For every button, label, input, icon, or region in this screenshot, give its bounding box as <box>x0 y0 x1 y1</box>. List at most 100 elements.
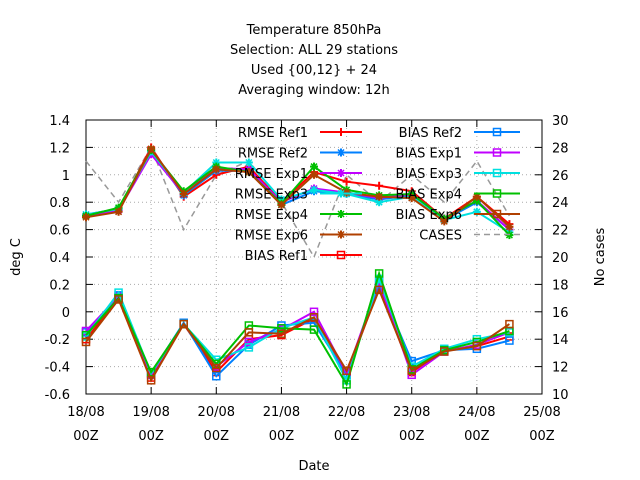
x-tick-label-time: 00Z <box>334 429 360 444</box>
series-bias-exp6 <box>81 285 514 385</box>
data-point <box>82 213 90 222</box>
data-point <box>212 165 221 174</box>
x-tick-label-time: 00Z <box>529 429 555 444</box>
chart-title-line-4: Averaging window: 12h <box>238 83 390 98</box>
data-point <box>309 325 319 334</box>
x-tick-label-time: 00Z <box>138 429 164 444</box>
series-rmse-exp6 <box>82 144 514 231</box>
legend-item-bias-ref2: BIAS Ref2 <box>399 126 520 141</box>
y2-tick-label: 26 <box>552 169 569 184</box>
data-point <box>310 185 318 194</box>
chart-title-line-3: Used {00,12} + 24 <box>251 63 377 78</box>
data-point <box>337 169 345 177</box>
y2-tick-label: 16 <box>552 306 569 321</box>
series-line-rmse-exp6 <box>85 146 511 228</box>
data-point <box>309 307 319 317</box>
legend-item-bias-exp3: BIAS Exp3 <box>396 167 520 182</box>
legend-item-rmse-ref2: RMSE Ref2 <box>238 147 362 162</box>
y2-tick-label: 22 <box>552 224 569 239</box>
data-point <box>244 343 254 352</box>
data-point <box>374 285 384 295</box>
y2-axis-label: No cases <box>593 228 608 287</box>
data-point <box>374 269 384 278</box>
data-point <box>342 366 351 375</box>
y2-tick-label: 30 <box>552 114 569 129</box>
data-point <box>277 329 286 338</box>
chart-title-line-2: Selection: ALL 29 stations <box>230 43 398 58</box>
legend-label: CASES <box>419 229 462 244</box>
data-point <box>179 189 188 198</box>
y-tick-label: 0 <box>62 306 70 321</box>
data-point <box>146 376 156 385</box>
legend-item-rmse-ref1: RMSE Ref1 <box>238 126 362 141</box>
data-point <box>147 144 156 153</box>
data-point <box>179 319 188 329</box>
data-point <box>310 162 318 171</box>
y2-axis-ticks: 10 12 14 16 18 20 22 24 26 28 30 <box>535 114 569 403</box>
series-line-bias-ref2 <box>85 281 510 378</box>
data-point <box>342 380 351 389</box>
x-tick-label-time: 00Z <box>269 429 295 444</box>
data-point <box>492 189 502 198</box>
data-point <box>244 168 253 177</box>
data-point <box>309 313 319 322</box>
legend-item-rmse-exp4: RMSE Exp4 <box>235 208 362 223</box>
data-point <box>336 250 346 260</box>
legend-label: RMSE Exp3 <box>235 188 308 203</box>
y2-tick-label: 10 <box>552 388 569 403</box>
data-point <box>310 170 318 179</box>
data-point <box>81 337 91 347</box>
data-point <box>244 328 254 337</box>
x-tick-label-time: 00Z <box>204 429 230 444</box>
y-tick-label: 0.4 <box>49 251 70 266</box>
y-tick-label: -0.2 <box>45 333 70 348</box>
series-line-bias-exp6 <box>85 287 510 383</box>
data-point <box>472 341 482 351</box>
y-tick-label: 1.2 <box>49 141 70 156</box>
x-axis-label: Date <box>298 459 329 474</box>
data-point <box>375 192 384 201</box>
data-point <box>440 347 449 356</box>
legend-item-cases: CASES <box>419 229 520 244</box>
legend-label: RMSE Ref2 <box>238 147 308 162</box>
y2-tick-label: 18 <box>552 278 569 293</box>
x-tick-label-date: 21/08 <box>263 405 300 420</box>
data-point <box>407 366 416 375</box>
data-point <box>492 148 502 157</box>
data-point <box>244 158 253 167</box>
legend-label: BIAS Exp3 <box>396 167 462 182</box>
x-tick-label-time: 00Z <box>399 429 425 444</box>
legend-item-bias-exp4: BIAS Exp4 <box>396 188 520 203</box>
data-point <box>407 194 416 203</box>
y2-tick-label: 24 <box>552 196 569 211</box>
legend-label: RMSE Exp6 <box>235 229 308 244</box>
x-tick-label-date: 22/08 <box>328 405 365 420</box>
chart-title: Temperature 850hPa Selection: ALL 29 sta… <box>230 23 398 98</box>
legend-label: RMSE Exp1 <box>235 167 308 182</box>
y-tick-label: -0.4 <box>45 361 70 376</box>
data-point <box>244 337 254 347</box>
x-tick-label-time: 00Z <box>73 429 99 444</box>
data-point <box>492 127 502 137</box>
x-tick-label-time: 00Z <box>464 429 490 444</box>
data-point <box>212 363 221 373</box>
y-tick-label: 1.4 <box>49 114 70 129</box>
legend-label: BIAS Exp4 <box>396 188 462 203</box>
data-point <box>337 148 345 157</box>
data-point <box>505 319 514 329</box>
x-tick-label-date: 18/08 <box>67 405 104 420</box>
legend-item-bias-exp1: BIAS Exp1 <box>396 147 520 162</box>
x-tick-label-date: 25/08 <box>523 405 560 420</box>
data-point <box>277 323 286 333</box>
y-tick-label: 0.2 <box>49 278 70 293</box>
y-tick-label: 0.8 <box>49 196 70 211</box>
legend-label: BIAS Exp6 <box>396 208 462 223</box>
data-point <box>114 295 123 304</box>
data-point <box>337 230 345 239</box>
legend-label: BIAS Exp1 <box>396 147 462 162</box>
data-point <box>114 207 123 216</box>
data-point <box>337 128 345 136</box>
y-tick-label: 0.6 <box>49 224 70 239</box>
data-point <box>505 336 514 345</box>
